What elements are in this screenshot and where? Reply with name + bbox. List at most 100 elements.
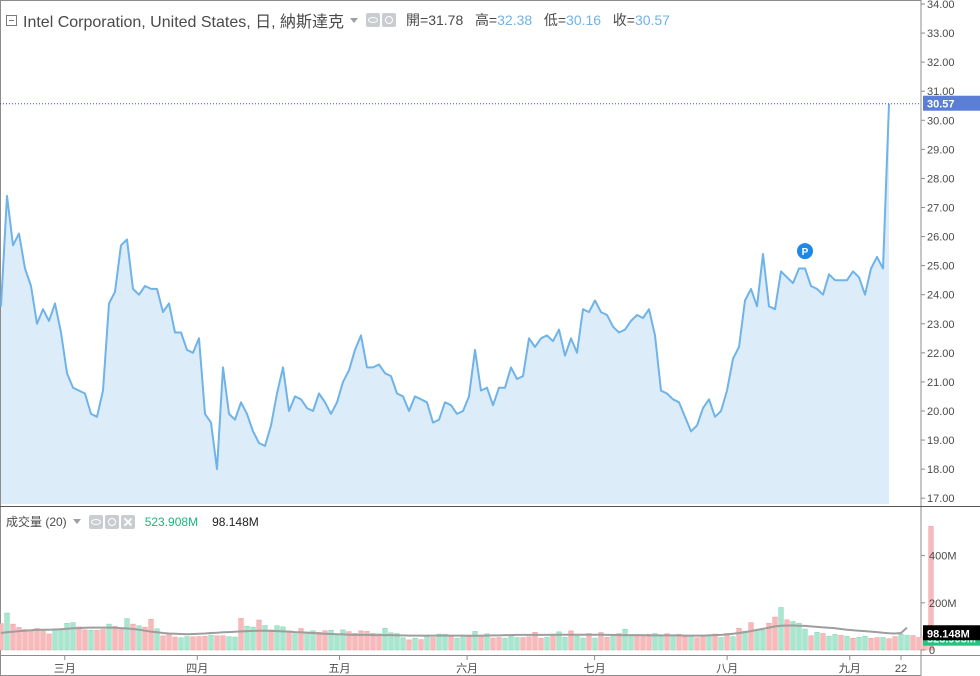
volume-ma-line [0,624,908,637]
volume-bar [628,634,634,651]
volume-bar [640,635,646,651]
volume-bar [682,636,688,651]
event-marker-label: P [802,247,809,258]
y-tick-label: 29.00 [927,144,955,156]
volume-bar [10,623,16,651]
close-icon[interactable] [120,514,135,529]
volume-bar [226,636,232,651]
volume-title[interactable]: 成交量 (20) [6,515,67,529]
volume-bar [802,628,808,651]
volume-bar [568,630,574,651]
x-tick-label: 四月 [186,663,208,675]
y-tick-label: 22.00 [927,348,955,360]
volume-bar [826,635,832,651]
volume-bar [586,633,592,651]
volume-bar [508,635,514,651]
volume-bar [118,628,124,651]
volume-bar [250,626,256,651]
symbol-title[interactable]: Intel Corporation, United States, 日, 納斯達… [23,14,345,31]
visibility-icon[interactable] [88,514,103,529]
volume-bar [40,629,46,651]
volume-bar [736,628,742,651]
event-marker[interactable] [797,243,813,260]
volume-bar [0,623,4,651]
volume-bar [412,637,418,651]
volume-bar [64,623,70,651]
volume-ma-badge: 98.148M [927,628,970,640]
volume-bar [58,628,64,651]
volume-bar [406,639,412,651]
volume-bar [172,636,178,651]
open-value: 31.78 [428,12,464,28]
volume-bar [310,630,316,651]
x-tick-label: 六月 [456,662,478,675]
volume-bar [658,635,664,651]
volume-bar [712,633,718,651]
volume-bar [898,633,904,651]
volume-bar [352,633,358,651]
close-label: 收= [612,12,635,28]
settings-icon[interactable] [104,514,119,529]
volume-bar [262,625,268,651]
volume-bar [106,623,112,651]
volume-bar [232,636,238,651]
volume-bar [844,636,850,651]
volume-bar [364,631,370,651]
chevron-down-icon[interactable] [72,519,81,524]
low-value: 30.16 [566,12,602,28]
y-tick-label: 31.00 [927,86,955,98]
volume-y-tick-label: 200M [929,598,957,610]
y-tick-label: 24.00 [927,290,955,302]
close-value: 30.57 [634,12,670,28]
volume-y-tick-label: 0 [929,645,935,657]
y-tick-label: 23.00 [927,319,955,331]
volume-bar [862,636,868,651]
volume-bar [754,629,760,651]
last-price-badge-bg [923,95,980,111]
volume-bar [280,626,286,651]
volume-bar [730,636,736,651]
volume-bar [496,637,502,651]
volume-bar [676,634,682,651]
volume-bar [718,637,724,651]
volume-bar [52,628,58,651]
y-tick-label: 33.00 [927,28,955,40]
volume-value: 523.908M [144,514,199,529]
volume-bar [22,629,28,651]
volume-bar [916,637,922,651]
chevron-down-icon[interactable] [350,17,359,23]
volume-bar [196,636,202,651]
volume-bar [208,634,214,651]
volume-bar [484,633,490,651]
volume-bar [574,635,580,651]
volume-bar [256,619,262,651]
volume-bar [166,633,172,651]
volume-bar [622,628,628,651]
volume-bar [880,637,886,651]
volume-bar [214,635,220,651]
volume-bar [538,637,544,651]
volume-bar [856,637,862,651]
settings-icon[interactable] [382,13,397,27]
volume-bar [424,636,430,651]
y-tick-label: 25.00 [927,261,955,273]
volume-bar [130,623,136,651]
volume-bar [838,635,844,651]
volume-bar [532,632,538,651]
volume-bar [646,633,652,651]
volume-bar [706,634,712,651]
volume-bar [580,637,586,651]
x-tick-label: 八月 [716,663,738,675]
volume-bar [394,633,400,651]
volume-bar [88,629,94,651]
collapse-toggle-icon[interactable] [6,14,17,26]
volume-bar [892,636,898,651]
volume-bar [16,627,22,651]
volume-bar [634,635,640,651]
volume-bar [820,633,826,651]
visibility-icon[interactable] [366,13,381,27]
volume-bar [694,637,700,651]
volume-bar [562,637,568,651]
volume-bar [160,635,166,651]
